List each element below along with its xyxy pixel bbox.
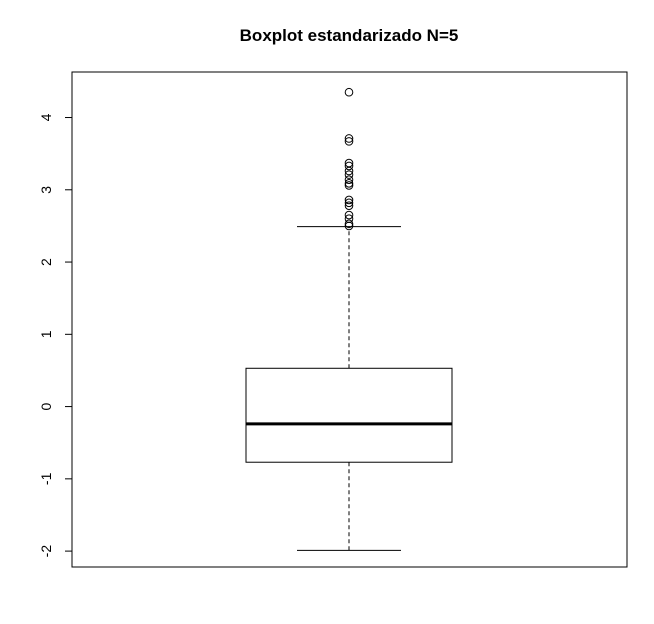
y-tick-label: 0	[38, 402, 54, 410]
y-tick-label: -1	[38, 472, 54, 485]
y-tick-label: 3	[38, 186, 54, 194]
outlier-point	[344, 161, 354, 171]
outlier-point	[344, 195, 354, 205]
outlier-point	[344, 87, 354, 97]
iqr-box	[245, 367, 453, 463]
outlier-point	[344, 134, 354, 143]
outlier-point	[344, 170, 354, 179]
outlier-point	[344, 214, 354, 223]
y-axis: -2 -1 0 1 2 3 4	[38, 113, 73, 558]
y-tick-label: 1	[38, 330, 54, 338]
y-tick-label: -2	[38, 545, 54, 558]
box-group	[245, 226, 453, 551]
outlier-group	[344, 87, 354, 231]
outlier-point	[344, 158, 354, 168]
outlier-point	[344, 181, 354, 190]
outlier-point	[344, 201, 354, 210]
outlier-point	[344, 178, 354, 188]
chart-title: Boxplot estandarizado N=5	[240, 26, 459, 45]
outlier-point	[344, 210, 354, 220]
outlier-point	[344, 198, 354, 208]
outlier-point	[344, 219, 354, 229]
outlier-point	[344, 137, 354, 146]
y-tick-label: 4	[38, 113, 54, 121]
y-tick-label: 2	[38, 258, 54, 266]
outlier-point	[344, 175, 354, 184]
